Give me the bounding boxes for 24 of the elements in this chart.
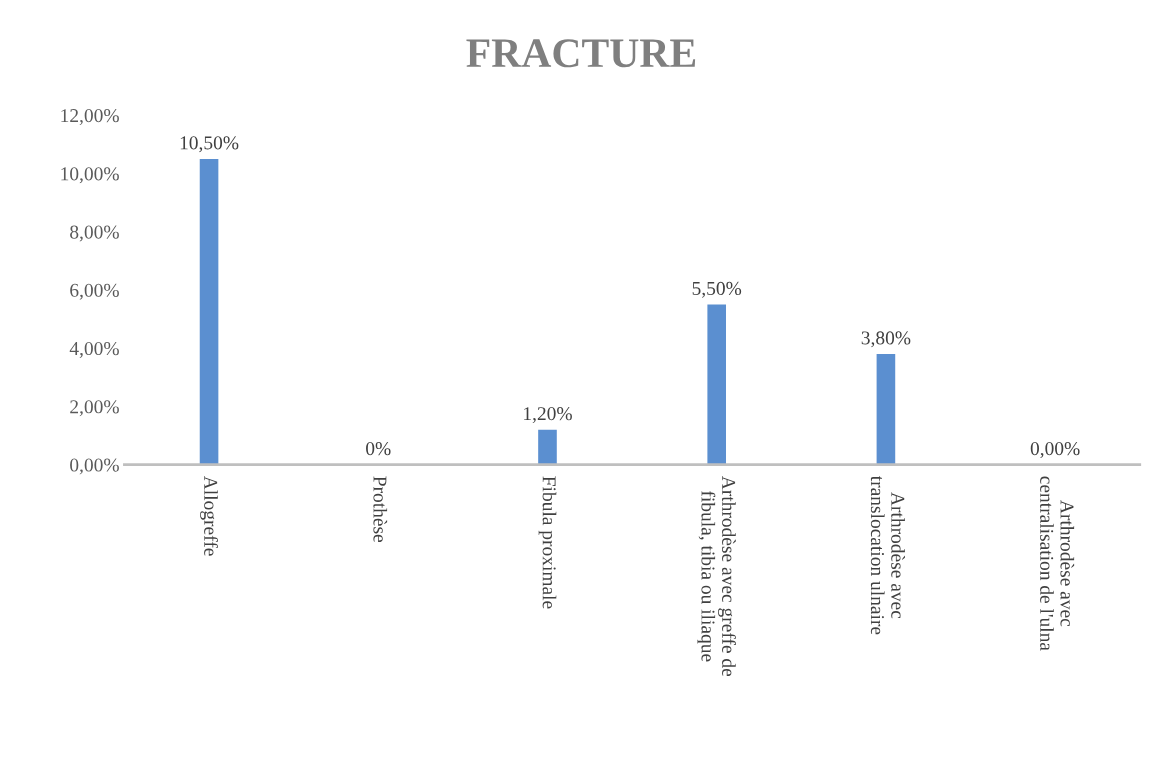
y-tick-label: 8,00% (70, 225, 119, 242)
data-label: 5,50% (692, 281, 742, 298)
data-label: 0% (366, 442, 391, 456)
x-tick-label: Arthrodèse avec translocation ulnaire (870, 475, 905, 635)
x-tick-label: Fibula proximale (538, 476, 557, 609)
data-label: 0,00% (1030, 442, 1080, 458)
bar (538, 429, 557, 465)
y-tick-label: 10,00% (61, 167, 119, 184)
x-tick-label: Arthrodèse avec centralisation de l'ulna (1040, 476, 1075, 651)
x-tick-label: Prothèse (373, 476, 388, 543)
data-label: 10,50% (180, 136, 239, 153)
x-tick-label: Allogreffe (200, 475, 218, 556)
y-tick-label: 6,00% (70, 283, 119, 300)
y-tick-label: 0,00% (70, 458, 119, 475)
chart-title: FRACTURE (466, 39, 696, 68)
data-label: 1,20% (524, 407, 572, 423)
bar (876, 354, 896, 465)
x-tick-label: Arthrodèse avec greffe de fibula, tibia ou iliaque (697, 475, 736, 677)
bar (707, 304, 727, 465)
bar (199, 158, 219, 465)
y-tick-label: 4,00% (69, 341, 119, 358)
y-tick-label: 12,00% (61, 109, 119, 125)
data-label: 3,80% (861, 331, 911, 348)
y-tick-label: 2,00% (70, 400, 119, 417)
